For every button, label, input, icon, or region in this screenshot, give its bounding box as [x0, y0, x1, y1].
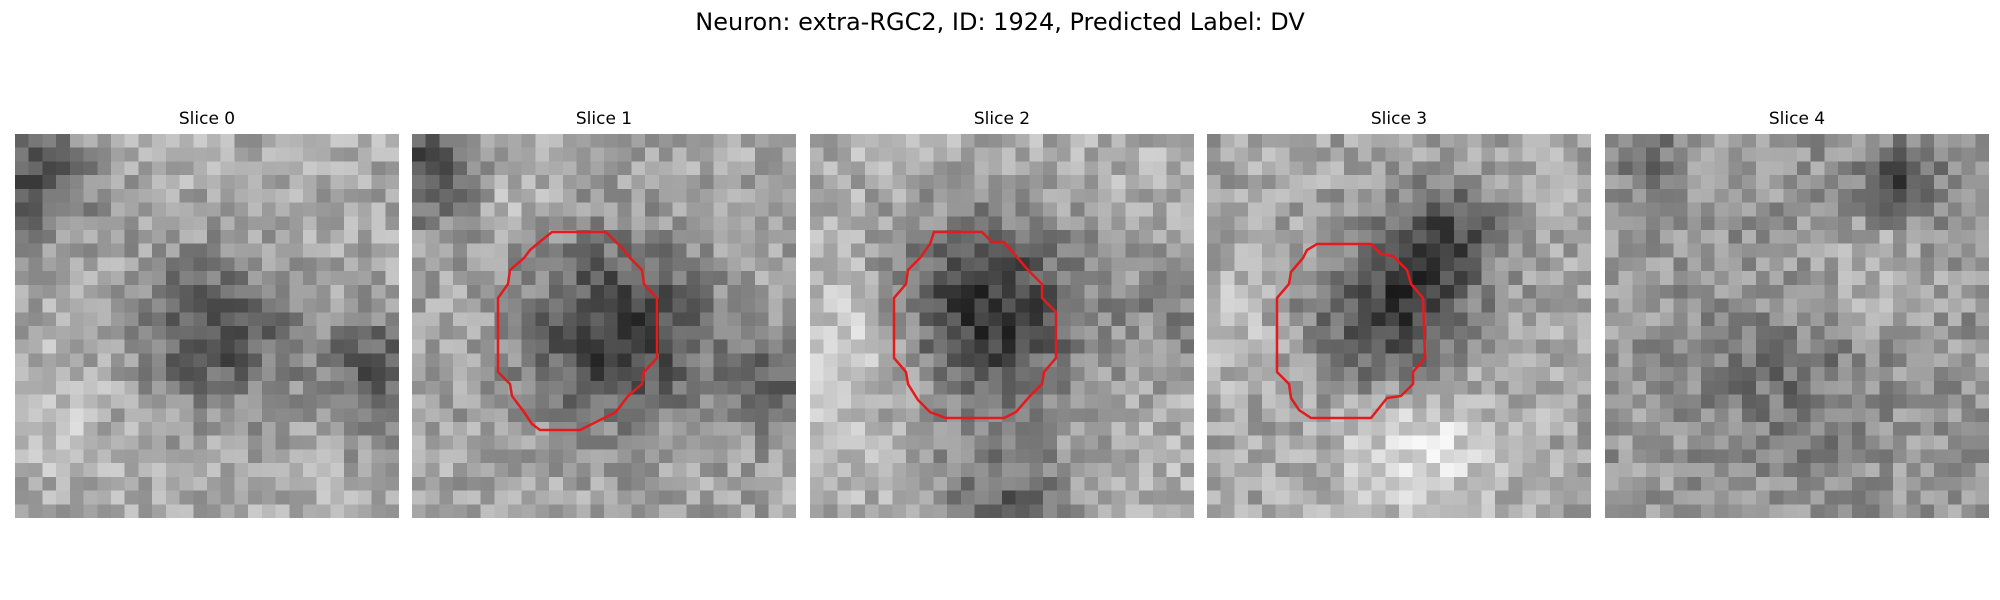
slice-image-frame — [1605, 134, 1989, 518]
slice-image-frame — [412, 134, 796, 518]
slice-panel-0: Slice 0 — [15, 108, 399, 518]
figure-title: Neuron: extra-RGC2, ID: 1924, Predicted … — [695, 8, 1305, 36]
microscopy-slice-image — [412, 134, 796, 518]
slice-panel-2: Slice 2 — [810, 108, 1194, 518]
microscopy-slice-image — [1605, 134, 1989, 518]
slice-title: Slice 0 — [178, 109, 236, 129]
slice-title: Slice 2 — [973, 109, 1031, 129]
microscopy-slice-image — [1207, 134, 1591, 518]
roi-contour — [1275, 242, 1427, 420]
slice-title: Slice 1 — [575, 109, 633, 129]
slice-panel-3: Slice 3 — [1207, 108, 1591, 518]
slice-title: Slice 4 — [1768, 109, 1826, 129]
slice-image-frame — [15, 134, 399, 518]
slice-panel-4: Slice 4 — [1605, 108, 1989, 518]
microscopy-slice-image — [15, 134, 399, 518]
slice-image-frame — [810, 134, 1194, 518]
slice-image-frame — [1207, 134, 1591, 518]
microscopy-slice-image — [810, 134, 1194, 518]
slice-title: Slice 3 — [1370, 109, 1428, 129]
roi-contour — [892, 230, 1058, 420]
roi-contour — [496, 230, 659, 432]
roi-contour-overlay — [496, 230, 659, 432]
roi-contour-overlay — [892, 230, 1058, 420]
roi-contour-overlay — [1275, 242, 1427, 420]
slice-panel-1: Slice 1 — [412, 108, 796, 518]
